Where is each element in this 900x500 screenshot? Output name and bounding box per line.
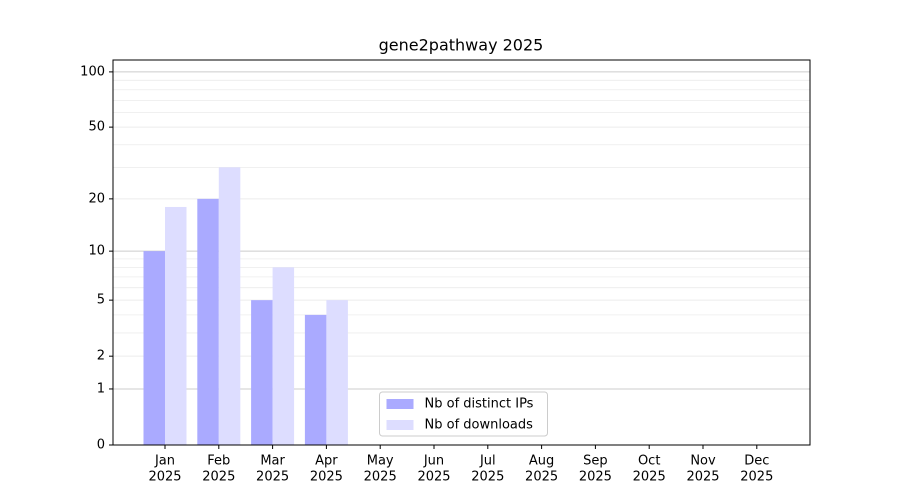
x-tick-label: 2025 — [633, 470, 666, 485]
y-tick-label: 20 — [88, 191, 105, 206]
legend-box — [379, 391, 548, 437]
legend-swatch — [386, 420, 414, 430]
x-tick-label: Jul — [479, 454, 496, 469]
x-tick-label: Feb — [207, 454, 230, 469]
y-tick-label: 2 — [97, 349, 105, 364]
y-tick-label: 1 — [97, 381, 105, 396]
x-tick-label: Nov — [690, 454, 716, 469]
bar — [251, 300, 273, 445]
x-tick-label: Dec — [744, 454, 769, 469]
x-tick-label: 2025 — [471, 470, 504, 485]
x-tick-label: Aug — [529, 454, 554, 469]
x-tick-label: 2025 — [364, 470, 397, 485]
x-tick-label: Mar — [260, 454, 285, 469]
x-tick-label: Sep — [583, 454, 608, 469]
y-tick-label: 50 — [88, 120, 105, 135]
x-tick-label: 2025 — [310, 470, 343, 485]
x-tick-label: 2025 — [202, 470, 235, 485]
y-tick-label: 100 — [80, 64, 105, 79]
x-tick-label: May — [367, 454, 394, 469]
x-tick-label: Oct — [638, 454, 660, 469]
legend: Nb of distinct IPs Nb of downloads — [379, 391, 548, 437]
x-tick-label: Jan — [154, 454, 175, 469]
bar — [165, 206, 187, 445]
bar — [304, 314, 327, 445]
x-tick-label: 2025 — [256, 470, 289, 485]
y-tick-label: 5 — [97, 293, 105, 308]
x-tick-label: 2025 — [579, 470, 612, 485]
x-tick-label: 2025 — [148, 470, 181, 485]
bar — [272, 267, 295, 445]
chart-title: gene2pathway 2025 — [379, 36, 544, 55]
bar — [218, 167, 241, 446]
bar — [143, 251, 165, 445]
legend-swatch — [386, 399, 414, 409]
bar — [326, 300, 348, 445]
legend-label: Nb of downloads — [425, 418, 534, 433]
legend-label: Nb of distinct IPs — [425, 397, 534, 412]
x-tick-label: 2025 — [525, 470, 558, 485]
x-tick-label: Apr — [315, 454, 338, 469]
bar — [197, 198, 219, 445]
plot-frame — [112, 59, 811, 446]
x-tick-label: 2025 — [740, 470, 773, 485]
x-tick-label: Jun — [423, 454, 444, 469]
x-tick-label: 2025 — [417, 470, 450, 485]
x-tick-label: 2025 — [686, 470, 719, 485]
y-tick-label: 10 — [88, 244, 105, 259]
y-tick-label: 0 — [97, 438, 105, 453]
